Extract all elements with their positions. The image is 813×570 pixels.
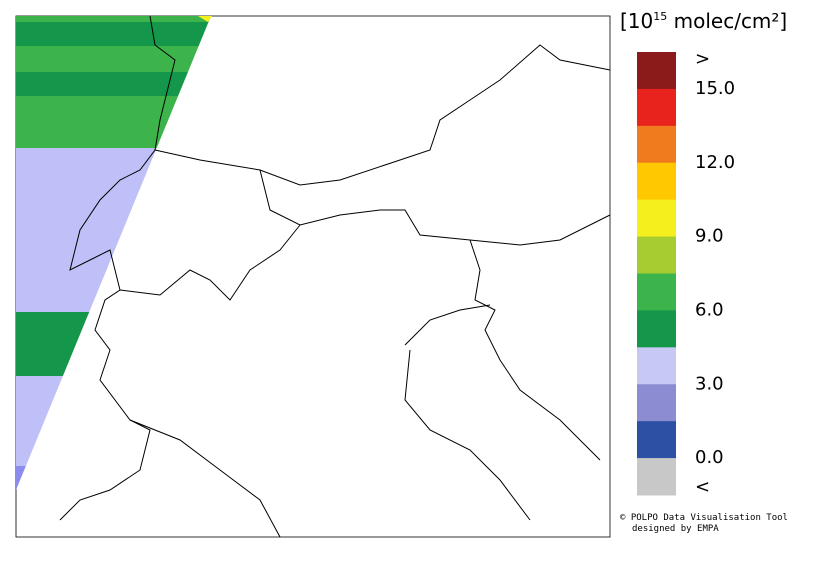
color-swatch — [637, 52, 676, 90]
legend-label: > — [695, 48, 710, 69]
color-swatch — [637, 421, 676, 459]
legend-label: 6.0 — [695, 299, 724, 320]
country-borders — [59, 15, 611, 538]
swath-fragment — [198, 16, 212, 22]
color-swatch — [637, 125, 676, 164]
legend-label: 0.0 — [695, 447, 724, 468]
color-swatch — [637, 199, 676, 238]
legend-title-unit: molec/cm²] — [667, 9, 787, 33]
credit-line: © POLPO Data Visualisation Tool — [620, 513, 788, 523]
legend-label: 3.0 — [695, 373, 724, 394]
color-swatch — [637, 458, 676, 496]
credit-line: designed by EMPA — [632, 524, 719, 534]
color-swatch — [637, 88, 676, 127]
color-swatch — [637, 347, 676, 385]
legend-label: 12.0 — [695, 152, 735, 173]
colorbar: >15.0 12.0 9.0 6.0 3.0 0.0 < — [637, 48, 735, 498]
color-swatch — [637, 162, 676, 201]
legend-title: [1015 molec/cm²] — [620, 9, 787, 33]
legend-label: 15.0 — [695, 78, 735, 99]
color-swatch — [637, 310, 676, 348]
legend-title-base: [10 — [620, 9, 653, 33]
legend-label: < — [695, 477, 710, 498]
color-swatch — [637, 273, 676, 311]
color-swatch — [637, 384, 676, 422]
legend-label: 9.0 — [695, 226, 724, 247]
color-swatch — [637, 236, 676, 274]
legend-title-exponent: 15 — [653, 10, 667, 23]
